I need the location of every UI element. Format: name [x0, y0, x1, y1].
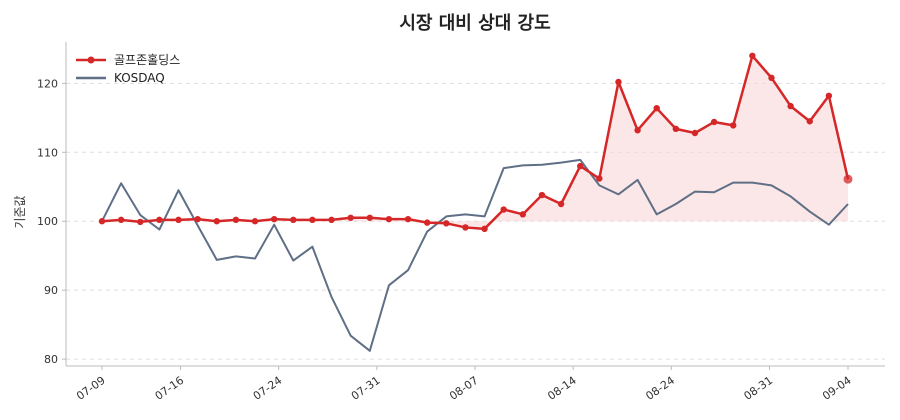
data-point-stock [213, 218, 220, 225]
x-tick-label: 08-14 [545, 374, 579, 403]
data-point-stock [117, 216, 125, 224]
data-point-stock [404, 215, 412, 223]
x-tick-labels: 07-09 07-16 07-24 07-31 08-07 08-14 08-24 08-31… [74, 366, 854, 403]
series-points [98, 52, 853, 233]
legend-label-stock: 골프존홀딩스 [114, 53, 180, 67]
legend: 골프존홀딩스 KOSDAQ [76, 53, 180, 85]
y-tick-label: 90 [44, 284, 58, 297]
data-point-stock [730, 122, 737, 129]
legend-label-kosdaq: KOSDAQ [114, 71, 165, 85]
data-point-stock [596, 175, 603, 182]
data-point-stock [557, 200, 565, 208]
data-point-stock [653, 104, 660, 112]
outperformance-area [102, 55, 848, 229]
series-line-stock [101, 54, 850, 231]
data-point-stock [462, 224, 469, 231]
data-point-stock [443, 220, 450, 227]
series-line-kosdaq [101, 158, 849, 352]
y-tick-label: 100 [37, 215, 58, 228]
data-point-stock [806, 118, 813, 125]
y-tick-label: 110 [37, 146, 58, 159]
chart-title: 시장 대비 상대 강도 [399, 13, 550, 34]
data-point-stock [251, 218, 259, 225]
data-point-stock [577, 162, 584, 170]
y-tick-labels: 80 90 100 110 120 [37, 77, 66, 366]
y-tick-label: 120 [37, 77, 58, 90]
data-point-stock [347, 214, 354, 221]
x-tick-label: 07-31 [349, 374, 383, 403]
data-point-stock [710, 118, 718, 126]
data-point-stock [787, 102, 794, 110]
data-point-stock [481, 225, 488, 233]
data-point-stock [634, 127, 641, 134]
data-point-stock [672, 125, 680, 133]
data-point-stock [500, 206, 507, 213]
x-tick-label: 07-16 [153, 374, 187, 403]
data-point-stock [309, 216, 316, 224]
data-point-stock [843, 174, 853, 184]
x-tick-label: 09-04 [820, 374, 854, 403]
legend-marker-stock [87, 56, 95, 64]
data-point-stock [232, 216, 240, 224]
data-point-stock [156, 216, 163, 224]
x-tick-label: 08-07 [447, 374, 481, 403]
data-point-stock [137, 218, 144, 226]
data-point-stock [270, 215, 278, 223]
data-point-stock [175, 216, 182, 224]
data-point-stock [423, 219, 431, 226]
x-tick-label: 08-24 [643, 374, 677, 403]
x-tick-label: 07-24 [251, 374, 285, 403]
data-point-stock [328, 216, 335, 224]
data-point-stock [749, 52, 756, 59]
data-point-stock [615, 78, 622, 86]
data-point-stock [691, 129, 699, 137]
data-point-stock [194, 215, 201, 223]
data-point-stock [768, 74, 775, 82]
data-point-stock [538, 191, 546, 199]
x-tick-label: 08-31 [742, 374, 776, 403]
data-point-stock [366, 214, 373, 221]
series-lines [101, 54, 850, 352]
data-point-stock [825, 92, 833, 99]
y-axis-label: 기준값 [13, 195, 27, 228]
data-point-stock [290, 216, 297, 224]
y-tick-label: 80 [44, 353, 58, 366]
data-point-stock [98, 218, 106, 225]
data-point-stock [385, 215, 393, 223]
data-point-stock [519, 211, 527, 218]
outperformance-fill [102, 55, 848, 229]
x-tick-label: 07-09 [74, 374, 108, 403]
